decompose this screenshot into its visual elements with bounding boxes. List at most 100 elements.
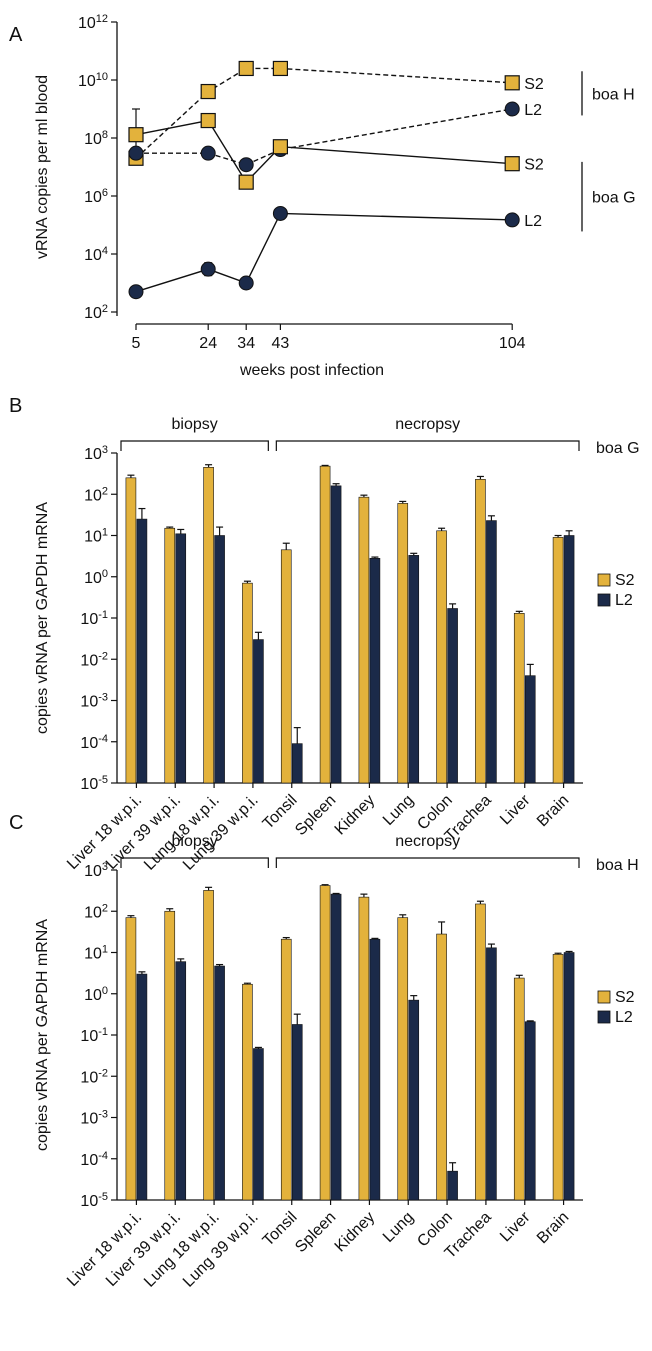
bar-l2 xyxy=(369,938,381,1201)
x-tick-label: Brain xyxy=(534,792,572,830)
legend-swatch-l2 xyxy=(597,1010,611,1024)
data-point-l2 xyxy=(504,212,520,228)
bar-s2 xyxy=(475,479,486,784)
series-line-l2 xyxy=(136,108,513,166)
animal-label: boa G xyxy=(596,440,640,457)
bar-l2 xyxy=(330,893,342,1201)
bar-l2 xyxy=(369,558,381,784)
bar-l2 xyxy=(175,961,187,1201)
data-point-s2 xyxy=(128,127,144,143)
data-point-s2 xyxy=(272,139,288,155)
x-tick-label: 104 xyxy=(499,335,526,352)
legend-swatch-s2 xyxy=(597,990,611,1004)
data-point-l2 xyxy=(200,261,216,277)
bar-s2 xyxy=(475,903,486,1201)
bracket xyxy=(120,857,269,868)
x-tick-label: Spleen xyxy=(292,792,339,839)
x-tick-label: Lung xyxy=(380,792,417,829)
bar-s2 xyxy=(358,496,370,784)
bracket-label: necropsy xyxy=(395,833,460,850)
bar-l2 xyxy=(524,675,536,784)
bar-l2 xyxy=(447,608,458,784)
bar-l2 xyxy=(291,1024,303,1201)
series-end-label: L2 xyxy=(524,102,542,119)
data-point-s2 xyxy=(272,60,288,77)
bracket-label: biopsy xyxy=(172,833,218,850)
bar-l2 xyxy=(253,639,264,784)
x-tick-label: 24 xyxy=(199,335,217,352)
bar-s2 xyxy=(358,896,370,1201)
x-tick-label: Liver xyxy=(497,1208,534,1245)
y-tick-label: 10-5 xyxy=(80,774,108,793)
bar-s2 xyxy=(164,527,176,784)
panel-label-b: B xyxy=(9,395,22,417)
y-tick-label: 101 xyxy=(84,944,108,963)
panel-a-chart: 102 104 106 108 1010 1012 5 24 34 43 104 weeks post… xyxy=(34,13,636,379)
data-point-s2 xyxy=(504,156,520,172)
y-axis-label: vRNA copies per ml blood xyxy=(34,75,51,259)
data-point-s2 xyxy=(200,112,216,129)
panel-b-chart: 10-5 10-4 10-3 10-2 10-1 100 101 102 103 copies v… xyxy=(34,416,640,874)
y-axis-label: copies vRNA per GAPDH mRNA xyxy=(34,502,51,734)
y-tick-label: 1010 xyxy=(78,71,108,90)
data-point-s2 xyxy=(200,83,216,100)
x-tick-label: Kidney xyxy=(332,792,379,839)
animal-label: boa H xyxy=(596,857,639,874)
data-point-l2 xyxy=(238,275,254,291)
series-end-label: S2 xyxy=(524,76,544,93)
bar-s2 xyxy=(552,954,564,1201)
group-label: boa H xyxy=(592,86,635,103)
bar-s2 xyxy=(125,477,137,784)
legend-label: S2 xyxy=(615,572,635,589)
x-tick-label: Liver xyxy=(497,791,534,828)
y-tick-label: 108 xyxy=(84,129,108,148)
bar-s2 xyxy=(319,885,331,1201)
bar-l2 xyxy=(524,1021,536,1201)
y-tick-label: 101 xyxy=(84,527,108,546)
data-point-l2 xyxy=(128,284,144,300)
y-tick-label: 102 xyxy=(84,485,108,504)
bar-l2 xyxy=(486,947,497,1201)
y-tick-label: 10-3 xyxy=(80,692,108,711)
y-tick-label: 10-3 xyxy=(80,1109,108,1128)
group-label: boa G xyxy=(592,190,636,207)
bracket xyxy=(275,857,580,868)
data-point-s2 xyxy=(238,60,254,77)
panel-label-c: C xyxy=(9,812,23,834)
bar-l2 xyxy=(136,973,148,1201)
bar-l2 xyxy=(563,535,575,784)
x-axis-label: weeks post infection xyxy=(239,362,384,379)
series-line-s2 xyxy=(135,67,513,159)
legend-swatch-l2 xyxy=(597,593,611,607)
bar-l2 xyxy=(175,533,187,784)
bar-l2 xyxy=(253,1048,264,1201)
y-tick-label: 10-1 xyxy=(80,609,108,628)
y-axis-label: copies vRNA per GAPDH mRNA xyxy=(34,919,51,1151)
bar-l2 xyxy=(408,555,420,784)
bar-s2 xyxy=(513,977,525,1201)
panel-c-chart: 10-5 10-4 10-3 10-2 10-1 100 101 102 103 copies v… xyxy=(34,833,639,1291)
panel-label-a: A xyxy=(9,24,23,46)
legend-label: S2 xyxy=(615,989,635,1006)
x-tick-label: Brain xyxy=(534,1209,572,1247)
y-tick-label: 10-2 xyxy=(80,1067,108,1086)
x-tick-label: Spleen xyxy=(292,1209,339,1256)
bar-s2 xyxy=(436,530,447,784)
bar-s2 xyxy=(280,938,292,1201)
y-tick-label: 102 xyxy=(84,303,108,322)
data-point-l2 xyxy=(272,205,288,221)
bar-l2 xyxy=(486,520,497,784)
bar-s2 xyxy=(242,983,253,1201)
bar-l2 xyxy=(136,518,148,784)
y-tick-label: 104 xyxy=(84,245,108,264)
y-tick-label: 1012 xyxy=(78,13,108,32)
bar-s2 xyxy=(164,910,176,1201)
y-tick-label: 100 xyxy=(84,568,108,587)
x-tick-label: 34 xyxy=(237,335,255,352)
series-line-l2 xyxy=(135,212,513,293)
data-point-l2 xyxy=(128,145,144,161)
bracket xyxy=(275,440,580,451)
series-end-label: S2 xyxy=(524,157,544,174)
y-tick-label: 10-4 xyxy=(80,1150,108,1169)
y-tick-label: 103 xyxy=(84,861,108,880)
